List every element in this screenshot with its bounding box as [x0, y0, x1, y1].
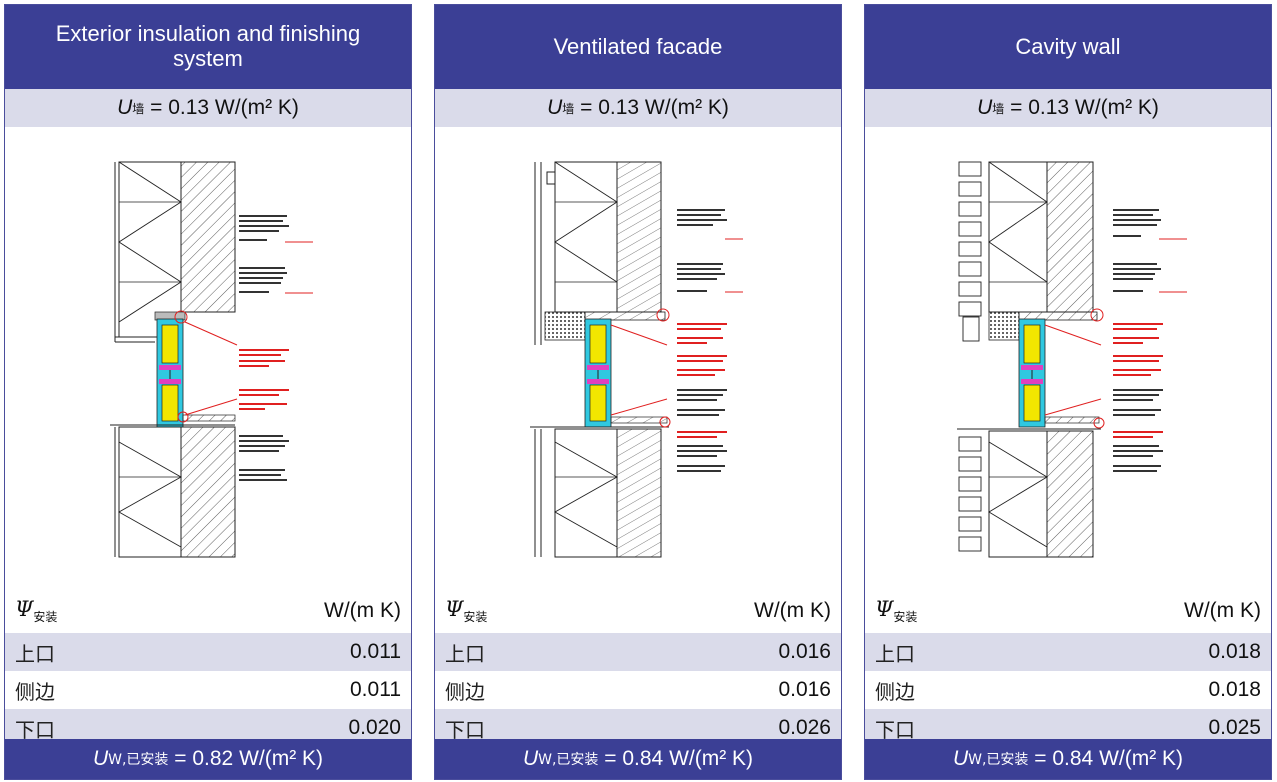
psi-unit: W/(m K)	[324, 599, 401, 622]
row-value: 0.018	[1208, 640, 1261, 663]
eifs-detail-svg	[110, 161, 313, 558]
u-symbol: U	[117, 96, 133, 119]
uw-subscript: W,已安装	[108, 752, 169, 768]
row-value: 0.016	[778, 640, 831, 663]
psi-row-side: 侧边 0.016	[435, 671, 841, 709]
row-value: 0.016	[778, 678, 831, 701]
section-drawing-eifs	[5, 127, 411, 587]
psi-subscript: 安装	[463, 610, 488, 625]
section-drawing-cavity	[865, 127, 1271, 587]
row-label: 侧边	[445, 679, 485, 704]
u-subscript: 墙	[132, 101, 145, 116]
uw-value: = 0.84 W/(m² K)	[604, 747, 754, 770]
u-subscript: 墙	[992, 101, 1005, 116]
psi-subscript: 安装	[893, 610, 918, 625]
panel-title: Cavity wall	[865, 5, 1271, 89]
row-label: 下口	[875, 717, 915, 742]
row-value: 0.020	[348, 716, 401, 739]
psi-symbol: Ψ	[445, 596, 464, 621]
psi-row-side: 侧边 0.011	[5, 671, 411, 709]
uw-value: = 0.84 W/(m² K)	[1034, 747, 1184, 770]
u-value: = 0.13 W/(m² K)	[1010, 96, 1159, 119]
psi-header: Ψ安装 W/(m K)	[865, 589, 1271, 633]
uw-subscript: W,已安装	[538, 752, 599, 768]
psi-header: Ψ安装 W/(m K)	[5, 589, 411, 633]
uw-symbol: U	[522, 747, 539, 770]
psi-row-top: 上口 0.011	[5, 633, 411, 671]
u-value: = 0.13 W/(m² K)	[150, 96, 299, 119]
u-window-installed: U W,已安装 = 0.82 W/(m² K)	[5, 739, 411, 779]
uw-symbol: U	[952, 747, 969, 770]
uw-symbol: U	[92, 747, 109, 770]
psi-unit: W/(m K)	[1184, 599, 1261, 622]
u-symbol: U	[977, 96, 993, 119]
psi-symbol: Ψ	[15, 596, 34, 621]
row-value: 0.025	[1208, 716, 1261, 739]
panel-title: Exterior insulation and finishing system	[5, 5, 411, 89]
psi-row-top: 上口 0.016	[435, 633, 841, 671]
row-label: 上口	[445, 641, 485, 666]
psi-symbol: Ψ	[875, 596, 894, 621]
row-label: 上口	[15, 641, 55, 666]
uw-value: = 0.82 W/(m² K)	[174, 747, 324, 770]
uw-subscript: W,已安装	[968, 752, 1029, 768]
u-value: = 0.13 W/(m² K)	[580, 96, 729, 119]
u-window-installed: U W,已安装 = 0.84 W/(m² K)	[435, 739, 841, 779]
section-drawing-ventilated	[435, 127, 841, 587]
row-value: 0.011	[350, 640, 401, 663]
psi-header: Ψ安装 W/(m K)	[435, 589, 841, 633]
row-label: 上口	[875, 641, 915, 666]
row-value: 0.011	[350, 678, 401, 701]
row-label: 侧边	[875, 679, 915, 704]
panel-title: Ventilated facade	[435, 5, 841, 89]
u-window-installed: U W,已安装 = 0.84 W/(m² K)	[865, 739, 1271, 779]
psi-subscript: 安装	[33, 610, 58, 625]
psi-row-top: 上口 0.018	[865, 633, 1271, 671]
row-label: 下口	[15, 717, 55, 742]
u-subscript: 墙	[562, 101, 575, 116]
row-value: 0.026	[778, 716, 831, 739]
psi-unit: W/(m K)	[754, 599, 831, 622]
u-symbol: U	[547, 96, 563, 119]
psi-row-side: 侧边 0.018	[865, 671, 1271, 709]
row-value: 0.018	[1208, 678, 1261, 701]
row-label: 侧边	[15, 679, 55, 704]
ventilated-detail-svg	[530, 161, 743, 558]
panel-eifs: Exterior insulation and finishing system…	[4, 4, 412, 780]
row-label: 下口	[445, 717, 485, 742]
cavity-detail-svg	[957, 161, 1187, 558]
